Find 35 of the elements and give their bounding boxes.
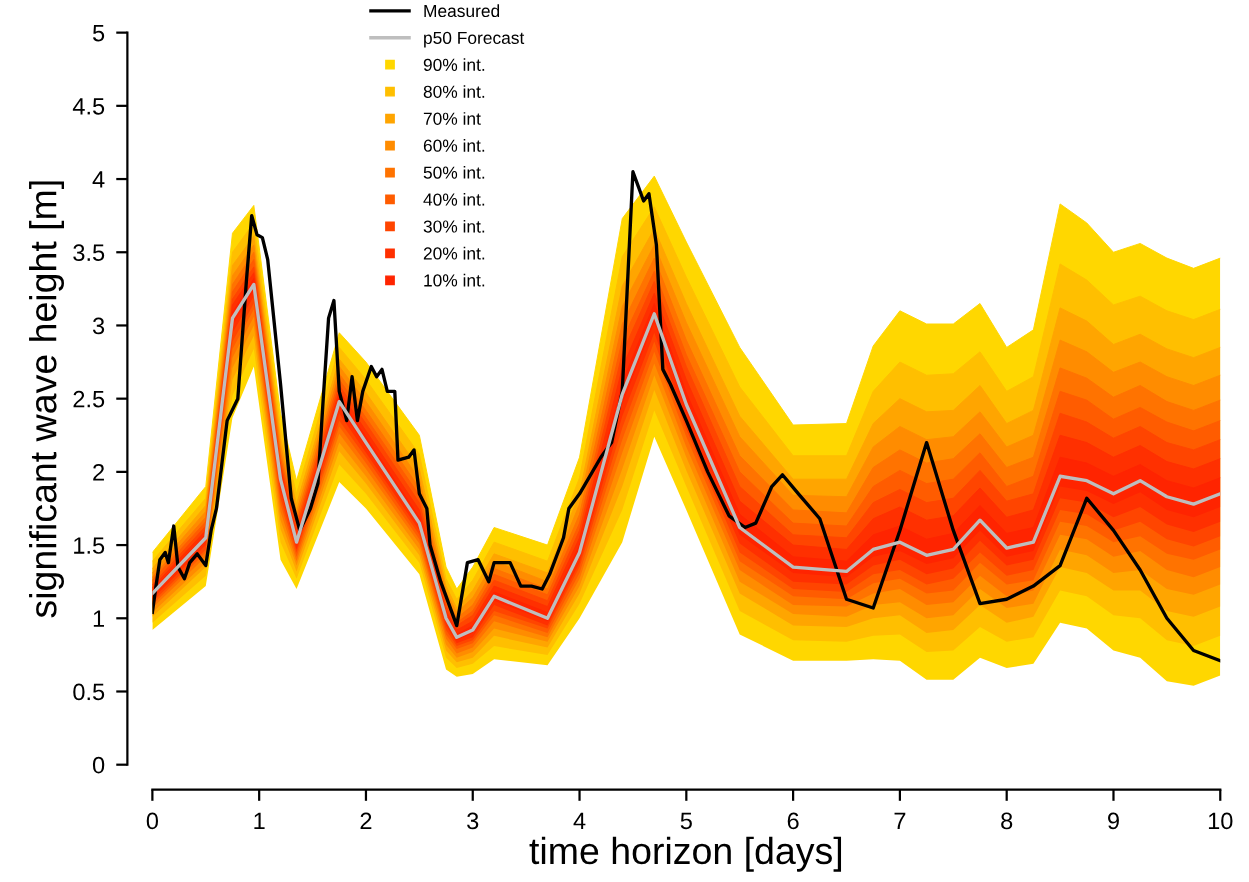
- x-tick-label: 9: [1108, 812, 1119, 830]
- y-tick-label: 1.5: [74, 537, 105, 554]
- y-tick-label: 2: [93, 463, 104, 481]
- x-tick-label: 0: [146, 812, 159, 830]
- y-tick-label: 4.5: [72, 98, 105, 115]
- legend-label: Measured: [424, 4, 500, 18]
- legend-label: 70% int: [423, 112, 481, 125]
- x-tick-label: 5: [680, 812, 692, 830]
- x-tick-label: 7: [894, 812, 906, 830]
- x-tick-label: 1: [254, 812, 265, 830]
- y-tick-label: 3.5: [73, 244, 105, 262]
- y-tick-label: 4: [92, 171, 105, 188]
- legend-label: 80% int.: [423, 85, 485, 98]
- legend-label: p50 Forecast: [424, 31, 525, 48]
- legend-label: 60% int.: [423, 139, 485, 152]
- legend-label: 90% int.: [423, 58, 485, 71]
- y-tick-label: 5: [92, 24, 105, 42]
- x-tick-label: 8: [1001, 812, 1013, 830]
- x-tick-label: 10: [1208, 812, 1233, 830]
- x-tick-label: 6: [787, 812, 799, 830]
- x-tick-label: 4: [573, 812, 586, 830]
- x-tick-label: 2: [360, 812, 372, 830]
- legend-label: 40% int.: [423, 192, 485, 206]
- y-tick-label: 0.5: [73, 683, 105, 701]
- y-tick-label: 2.5: [73, 390, 105, 408]
- y-tick-label: 3: [92, 317, 105, 335]
- y-tick-label: 1: [93, 610, 104, 627]
- legend-label: 10% int.: [424, 273, 485, 287]
- x-axis-title: time horizon [days]: [529, 836, 842, 872]
- y-tick-label: 0: [92, 756, 105, 774]
- legend-label: 50% int.: [423, 166, 485, 179]
- legend-label: 30% int.: [423, 219, 485, 233]
- legend-label: 20% int.: [423, 246, 485, 260]
- x-tick-label: 3: [467, 812, 479, 830]
- y-axis-title: significant wave height [m]: [29, 181, 64, 618]
